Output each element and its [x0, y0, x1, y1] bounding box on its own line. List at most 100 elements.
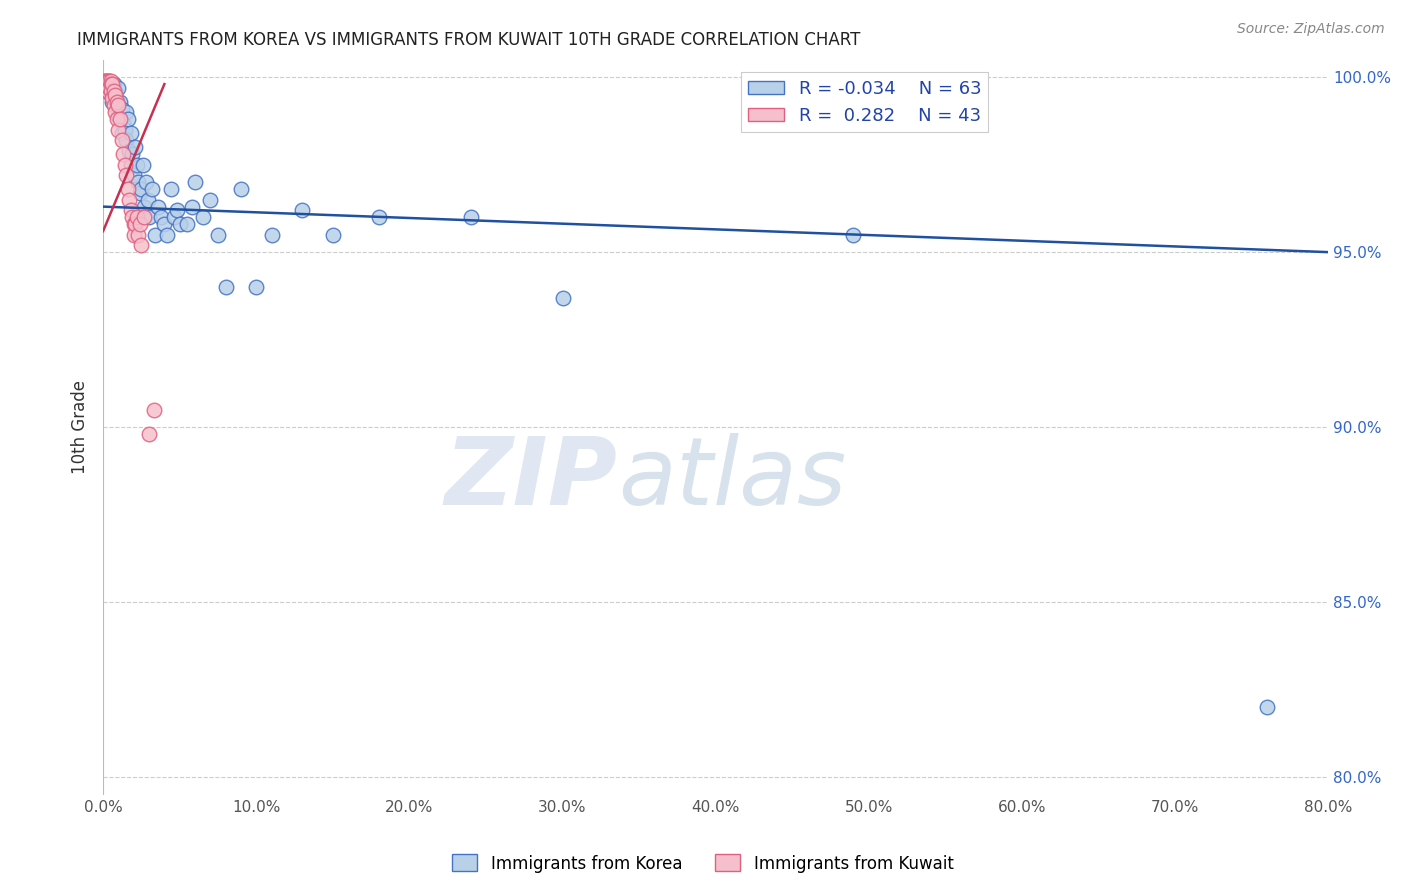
Point: [141, 182, 163, 196]
Point: [200, 193, 222, 207]
Point: [207, 227, 229, 242]
Point: [122, 227, 145, 242]
Point: [181, 200, 204, 214]
Point: [117, 112, 139, 127]
Point: [100, 73, 122, 87]
Point: [107, 122, 129, 136]
Point: [148, 200, 170, 214]
Point: [117, 182, 139, 196]
Point: [112, 147, 135, 161]
Point: [96, 73, 118, 87]
Point: [136, 193, 159, 207]
Point: [96, 84, 118, 98]
Point: [121, 210, 143, 224]
Point: [143, 227, 166, 242]
Point: [460, 210, 482, 224]
Point: [98, 73, 121, 87]
Point: [93, 77, 115, 91]
Point: [98, 73, 121, 87]
Point: [103, 84, 125, 98]
Point: [260, 227, 283, 242]
Point: [114, 122, 136, 136]
Point: [97, 77, 120, 91]
Point: [97, 77, 120, 91]
Point: [132, 158, 155, 172]
Point: [108, 95, 131, 109]
Point: [121, 147, 143, 161]
Point: [93, 73, 115, 87]
Point: [134, 200, 156, 214]
Legend: Immigrants from Korea, Immigrants from Kuwait: Immigrants from Korea, Immigrants from K…: [446, 847, 960, 880]
Point: [120, 203, 142, 218]
Point: [124, 217, 146, 231]
Point: [103, 77, 125, 91]
Point: [551, 291, 574, 305]
Point: [100, 77, 122, 91]
Point: [118, 144, 141, 158]
Point: [118, 193, 141, 207]
Point: [105, 112, 128, 127]
Point: [115, 105, 138, 120]
Text: Source: ZipAtlas.com: Source: ZipAtlas.com: [1237, 22, 1385, 37]
Point: [214, 280, 236, 294]
Point: [110, 102, 132, 116]
Point: [131, 182, 153, 196]
Point: [191, 210, 214, 224]
Point: [122, 168, 145, 182]
Point: [169, 217, 191, 231]
Point: [98, 80, 121, 95]
Point: [322, 227, 344, 242]
Point: [101, 91, 124, 105]
Point: [104, 105, 127, 120]
Point: [110, 133, 132, 147]
Point: [96, 77, 118, 91]
Point: [100, 87, 122, 102]
Point: [245, 280, 267, 294]
Point: [105, 95, 128, 109]
Point: [229, 182, 252, 196]
Point: [107, 80, 129, 95]
Point: [108, 112, 131, 127]
Legend: R = -0.034    N = 63, R =  0.282    N = 43: R = -0.034 N = 63, R = 0.282 N = 43: [741, 72, 988, 132]
Point: [128, 186, 150, 200]
Point: [101, 95, 124, 109]
Point: [131, 238, 153, 252]
Point: [150, 210, 173, 224]
Point: [127, 227, 149, 242]
Point: [128, 217, 150, 231]
Point: [184, 175, 207, 189]
Text: IMMIGRANTS FROM KOREA VS IMMIGRANTS FROM KUWAIT 10TH GRADE CORRELATION CHART: IMMIGRANTS FROM KOREA VS IMMIGRANTS FROM…: [77, 31, 860, 49]
Point: [115, 133, 138, 147]
Point: [110, 126, 132, 140]
Point: [125, 210, 148, 224]
Point: [114, 158, 136, 172]
Y-axis label: 10th Grade: 10th Grade: [72, 380, 89, 475]
Point: [176, 217, 198, 231]
Point: [367, 210, 389, 224]
Point: [135, 175, 157, 189]
Point: [162, 210, 184, 224]
Point: [115, 168, 138, 182]
Point: [101, 77, 124, 91]
Point: [142, 402, 165, 417]
Point: [107, 98, 129, 112]
Point: [159, 182, 181, 196]
Point: [138, 427, 160, 442]
Point: [138, 210, 160, 224]
Point: [101, 77, 124, 91]
Point: [156, 227, 179, 242]
Text: atlas: atlas: [617, 434, 846, 524]
Point: [127, 175, 149, 189]
Point: [166, 203, 188, 218]
Point: [93, 80, 115, 95]
Point: [120, 158, 142, 172]
Point: [100, 84, 122, 98]
Point: [104, 87, 127, 102]
Point: [100, 77, 122, 91]
Point: [105, 95, 128, 109]
Point: [1256, 700, 1278, 714]
Point: [93, 73, 115, 87]
Point: [124, 140, 146, 154]
Point: [125, 158, 148, 172]
Point: [153, 217, 176, 231]
